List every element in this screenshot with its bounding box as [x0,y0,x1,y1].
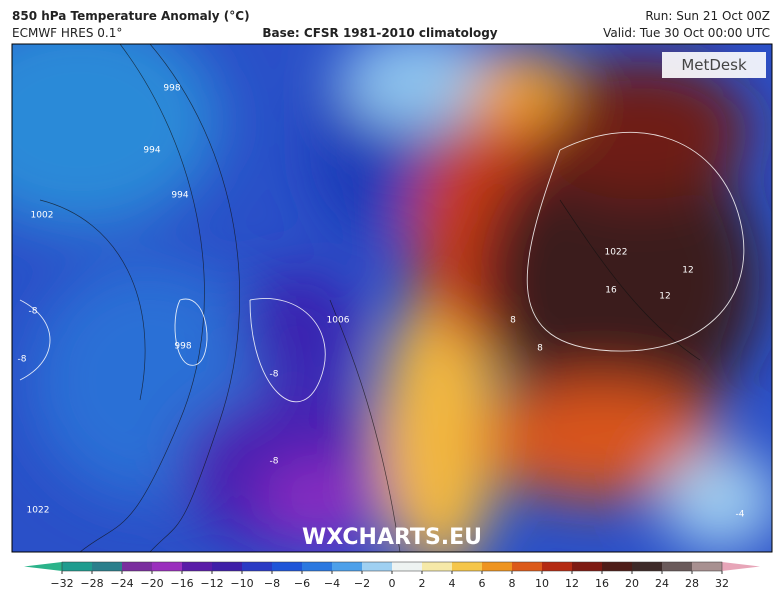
colorbar-label: −6 [294,577,310,590]
colorbar-label: −2 [354,577,370,590]
contour-label: 1022 [27,506,50,516]
valid: Valid: Tue 30 Oct 00:00 UTC [603,26,770,40]
colorbar-label: 12 [565,577,579,590]
colorbar-label: −32 [50,577,73,590]
watermark: WXCHARTS.EU [302,525,482,550]
colorbar-segment [182,562,212,571]
colorbar-segment [512,562,542,571]
colorbar-segment [572,562,602,571]
colorbar-label: 32 [715,577,729,590]
colorbar-label: 10 [535,577,549,590]
colorbar-label: 0 [389,577,396,590]
contour-label: 12 [682,266,693,276]
colorbar-segment [242,562,272,571]
contour-label: -4 [736,510,745,520]
colorbar-segment [692,562,722,571]
contour-label: 994 [171,191,188,201]
contour-label: 1022 [605,248,628,258]
colorbar-label: 20 [625,577,639,590]
colorbar-label: 8 [509,577,516,590]
colorbar-segment [212,562,242,571]
colorbar-segment [62,562,92,571]
base: Base: CFSR 1981-2010 climatology [262,26,497,40]
title: 850 hPa Temperature Anomaly (°C) [12,9,250,23]
contour-label: 12 [659,292,670,302]
colorbar-segment [302,562,332,571]
colorbar-segment [452,562,482,571]
colorbar-segment [662,562,692,571]
colorbar-label: −8 [264,577,280,590]
run: Run: Sun 21 Oct 00Z [645,9,770,23]
model: ECMWF HRES 0.1° [12,26,122,40]
colorbar-segment [422,562,452,571]
colorbar-segment [482,562,512,571]
colorbar-segment [602,562,632,571]
contour-label: 8 [537,344,543,354]
contour-label: 1002 [31,211,54,221]
colorbar-label: −24 [110,577,133,590]
colorbar-label: −4 [324,577,340,590]
colorbar-segment [332,562,362,571]
colorbar: −32 −28 −24 −20 −16 −12 −10 −8 −6 −4 −2 0 2 4 6 8 10 12 16… [24,561,760,590]
contour-label: 1006 [327,316,350,326]
colorbar-segment [122,562,152,571]
contour-label: 994 [143,146,160,156]
contour-label: 8 [510,316,516,326]
map: 998 994 994 1002 998 1022 1006 1022 16 12 12 -8 -8 -8… [12,44,772,552]
colorbar-extend [722,562,760,571]
colorbar-segment [152,562,182,571]
colorbar-label: 4 [449,577,456,590]
colorbar-extend [24,562,62,571]
colorbar-segment [632,562,662,571]
colorbar-label: −28 [80,577,103,590]
colorbar-segment [392,562,422,571]
colorbar-label: 6 [479,577,486,590]
colorbar-label: 28 [685,577,699,590]
contour-label: 998 [163,84,180,94]
colorbar-label: −10 [230,577,253,590]
colorbar-segment [362,562,392,571]
contour-label: -8 [270,457,279,467]
contour-label: -8 [18,355,27,365]
contour-label: 16 [605,286,617,296]
colorbar-label: 2 [419,577,426,590]
colorbar-label: −16 [170,577,193,590]
contour-label: -8 [270,370,279,380]
colorbar-segment [272,562,302,571]
colorbar-label: 16 [595,577,609,590]
contour-label: 998 [174,342,191,352]
colorbar-segment [542,562,572,571]
colorbar-label: −20 [140,577,163,590]
colorbar-segment [92,562,122,571]
colorbar-label: −12 [200,577,223,590]
contour-label: -8 [29,307,38,317]
colorbar-label: 24 [655,577,669,590]
logo: MetDesk [681,56,747,74]
